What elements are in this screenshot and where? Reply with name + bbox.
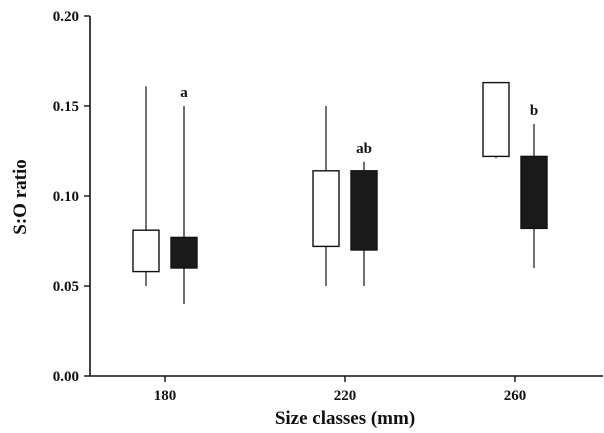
x-tick-label: 180 (154, 388, 177, 404)
box-body (312, 170, 340, 248)
box-body (482, 81, 510, 158)
x-axis-title: Size classes (mm) (275, 408, 415, 429)
y-tick-label: 0.05 (53, 279, 79, 295)
box-220-black (350, 161, 378, 286)
y-tick-label: 0.20 (53, 9, 79, 25)
box-body (170, 236, 198, 269)
significance-letter: b (530, 103, 538, 119)
box-260-white (482, 81, 510, 159)
axes (84, 15, 603, 382)
box-marks (132, 81, 548, 304)
box-260-black (520, 124, 548, 268)
box-body (350, 170, 378, 251)
x-tick-label: 220 (334, 388, 357, 404)
y-tick-label: 0.10 (53, 189, 79, 205)
x-tick-label: 260 (504, 388, 527, 404)
y-tick-label: 0.15 (53, 99, 79, 115)
labels: 0.00 0.05 0.10 0.15 0.20 180 220 260 a ab b (53, 9, 538, 404)
y-tick-label: 0.00 (53, 369, 79, 385)
box-220-white (312, 106, 340, 286)
box-180-white (132, 86, 160, 286)
significance-letter: ab (356, 141, 372, 157)
significance-letter: a (180, 85, 188, 101)
y-axis-title: S:O ratio (10, 159, 31, 234)
box-body (132, 229, 160, 273)
box-180-black (170, 106, 198, 304)
box-body (520, 155, 548, 230)
